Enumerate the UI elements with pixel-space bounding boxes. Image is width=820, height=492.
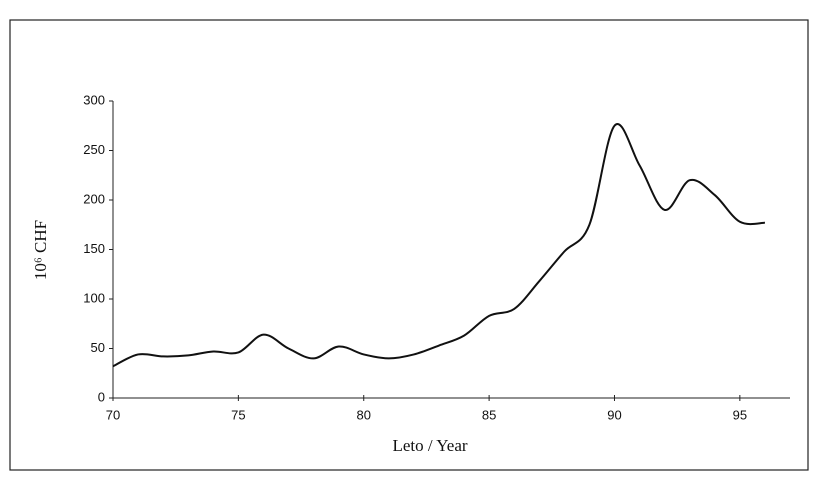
frame [9, 19, 809, 471]
y-tick-label: 300 [83, 92, 105, 107]
x-tick-label: 75 [231, 407, 245, 422]
y-tick-label: 250 [83, 142, 105, 157]
x-tick-label: 95 [733, 407, 747, 422]
y-axis-label: 10⁶ CHF [31, 220, 50, 280]
y-tick-label: 150 [83, 241, 105, 256]
x-axis-label: Leto / Year [392, 436, 467, 455]
y-tick-label: 100 [83, 290, 105, 305]
data-line [112, 123, 765, 368]
x-tick-label: 70 [106, 407, 120, 422]
x-tick-label: 85 [482, 407, 496, 422]
x-tick-label: 90 [607, 407, 621, 422]
y-tick-label: 200 [83, 191, 105, 206]
x-tick-label: 80 [357, 407, 371, 422]
y-tick-label: 50 [91, 340, 105, 355]
y-tick-label: 0 [98, 389, 105, 404]
